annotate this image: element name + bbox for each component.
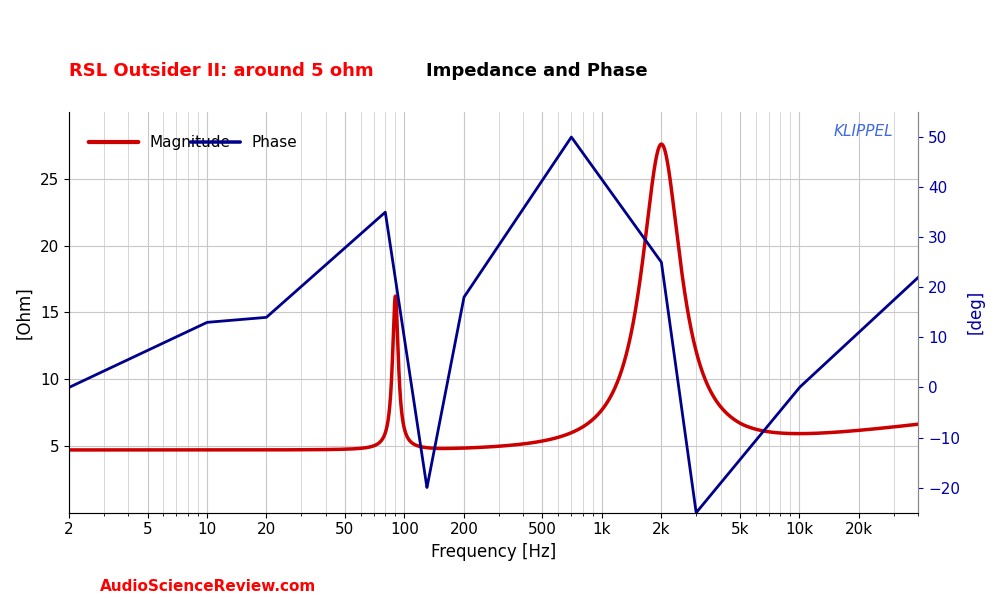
Phase	[565, 133, 577, 140]
Magnitude	[425, 445, 437, 452]
Text: AudioScienceReview.com: AudioScienceReview.com	[100, 579, 316, 594]
Magnitude	[210, 446, 222, 454]
Phase	[389, 270, 401, 277]
Magnitude	[896, 422, 908, 430]
Text: KLIPPEL: KLIPPEL	[833, 124, 893, 139]
Phase	[912, 274, 924, 281]
Line: Magnitude: Magnitude	[69, 144, 918, 450]
X-axis label: Frequency [Hz]: Frequency [Hz]	[431, 543, 556, 561]
Magnitude	[160, 446, 172, 454]
Y-axis label: [deg]: [deg]	[967, 290, 985, 334]
Magnitude	[804, 430, 816, 437]
Text: Impedance and Phase: Impedance and Phase	[426, 62, 647, 80]
Phase	[63, 384, 75, 391]
Phase	[160, 338, 172, 346]
Magnitude	[389, 299, 401, 307]
Magnitude	[912, 421, 924, 428]
Magnitude	[655, 140, 667, 148]
Text: Phase: Phase	[252, 134, 297, 149]
Phase	[690, 509, 702, 516]
Phase	[210, 318, 222, 325]
Line: Phase: Phase	[69, 137, 918, 512]
Magnitude	[63, 446, 75, 454]
Y-axis label: [Ohm]: [Ohm]	[15, 286, 33, 339]
Phase	[425, 461, 437, 468]
Phase	[896, 289, 908, 296]
Phase	[805, 373, 817, 380]
Text: RSL Outsider II: around 5 ohm: RSL Outsider II: around 5 ohm	[69, 62, 374, 80]
Text: Magnitude: Magnitude	[150, 134, 231, 149]
